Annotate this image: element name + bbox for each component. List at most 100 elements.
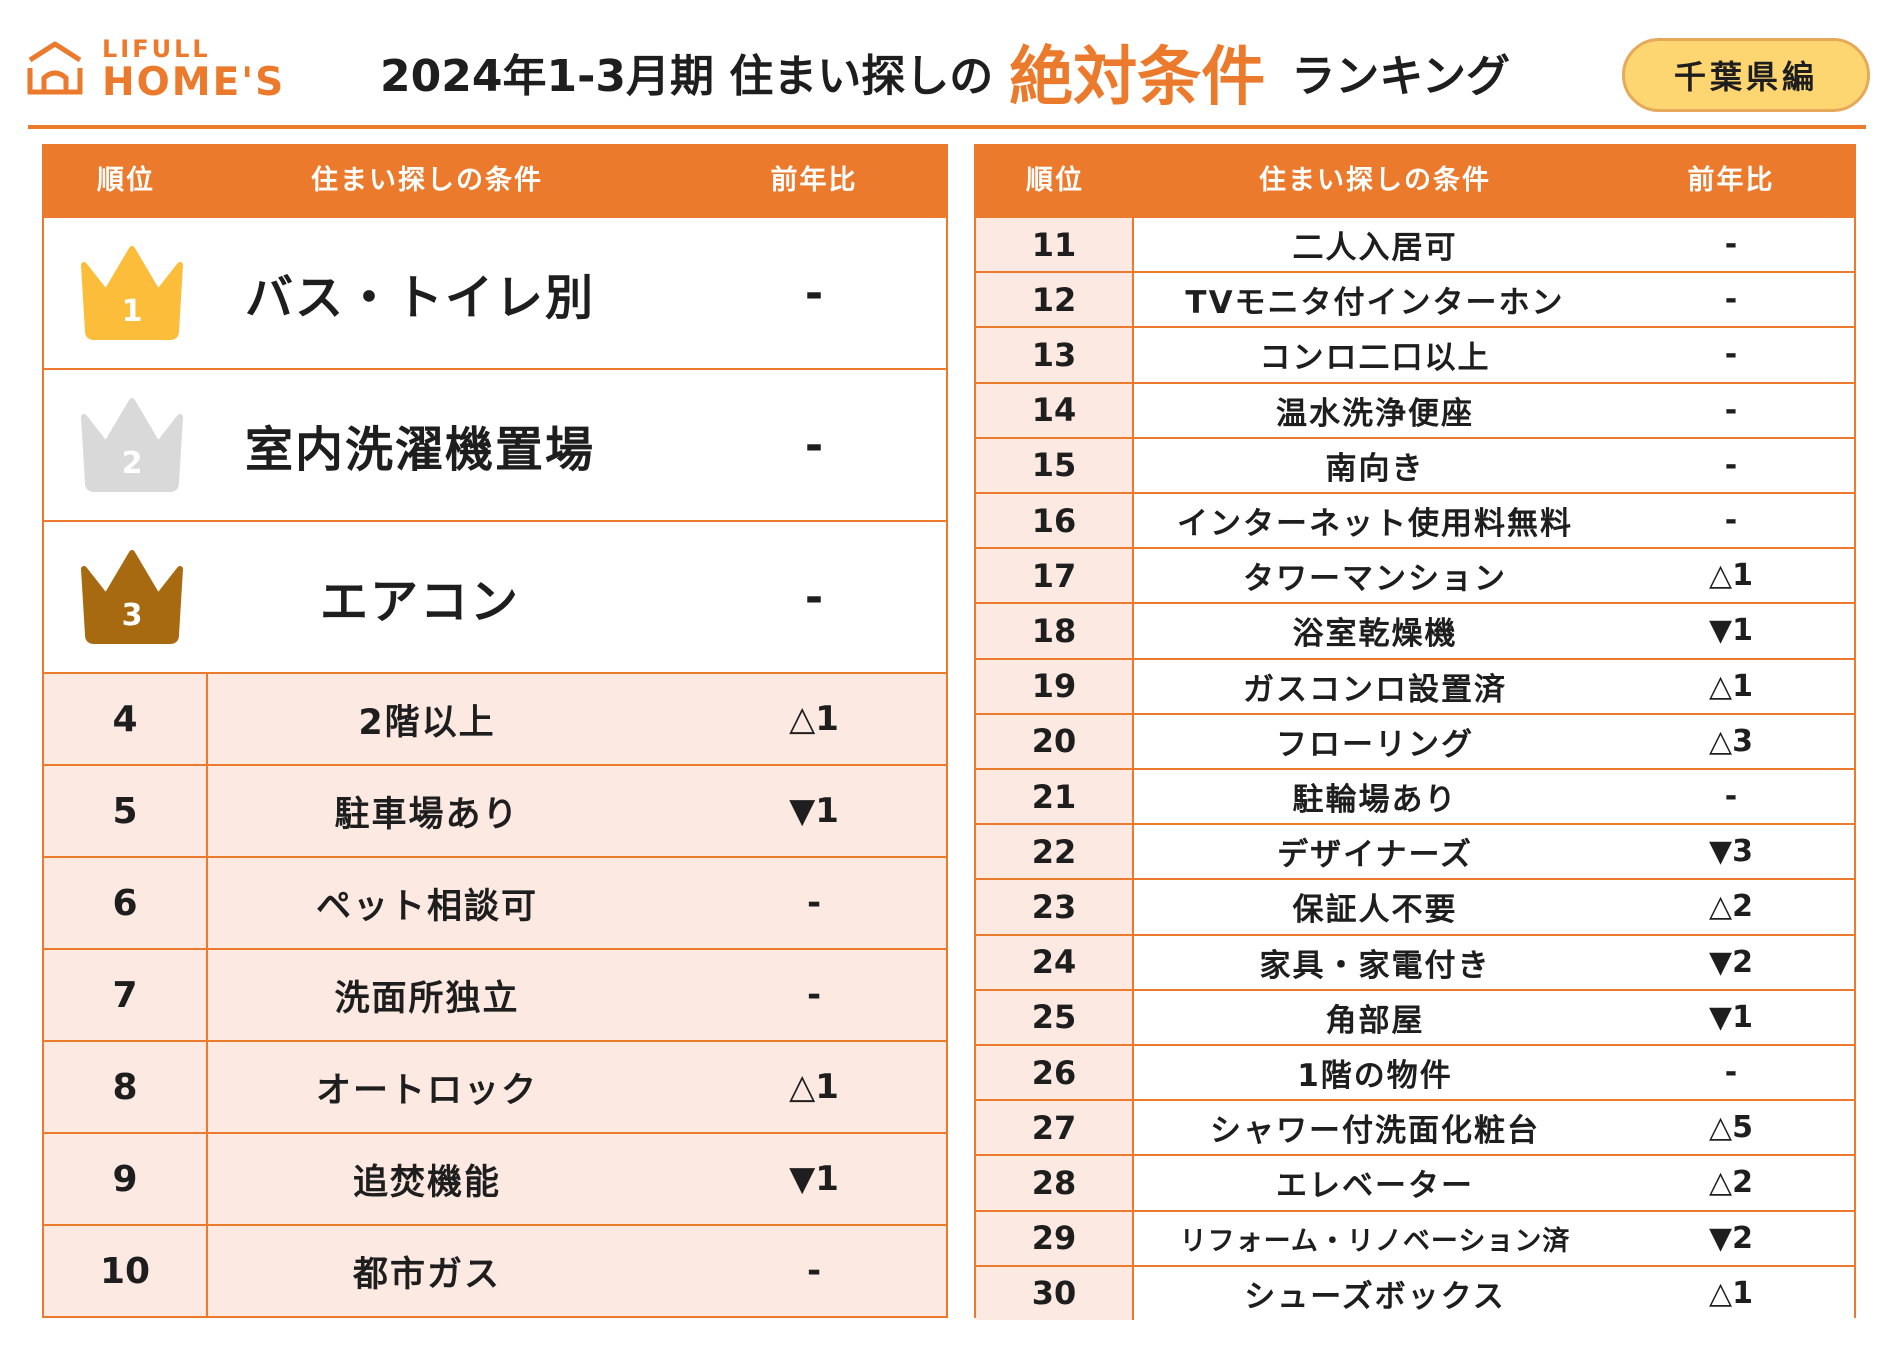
condition-text: 二人入居可 [1292, 230, 1458, 267]
house-icon [27, 41, 83, 95]
header-divider [28, 125, 1866, 129]
condition-text: 2階以上 [358, 702, 496, 743]
table-row: 4 2階以上 △1 [44, 672, 946, 764]
rank-number: 4 [44, 674, 208, 764]
region-badge: 千葉県編 [1622, 38, 1870, 112]
yoy-text: - [806, 975, 822, 1015]
rank-number: 12 [976, 273, 1134, 327]
rank-number: 28 [976, 1156, 1134, 1210]
table-row: 15 南向き - [976, 436, 1854, 492]
crown-gold-icon: 1 [62, 218, 202, 368]
table-row: 28 エレベーター △2 [976, 1154, 1854, 1210]
rank-number: 24 [976, 935, 1134, 989]
condition-text: オートロック [315, 1070, 538, 1111]
condition-text: タワーマンション [1243, 561, 1507, 598]
table-row: 7 洗面所独立 - [44, 948, 946, 1040]
condition-text: リフォーム・リノベーション済 [1179, 1225, 1571, 1257]
table-header: 順位 住まい探しの条件 前年比 [976, 146, 1854, 216]
crown-rank-label: 3 [122, 598, 143, 633]
yoy-text: - [804, 267, 824, 319]
rank-number: 18 [976, 604, 1134, 658]
header-rank: 順位 [1026, 165, 1084, 196]
table-row: 27 シャワー付洗面化粧台 △5 [976, 1099, 1854, 1155]
condition-text: 家具・家電付き [1259, 947, 1491, 984]
table-row: 18 浴室乾燥機 ▼1 [976, 602, 1854, 658]
condition-text: 都市ガス [352, 1254, 501, 1295]
rank-number: 21 [976, 770, 1134, 824]
yoy-text: ▼3 [1709, 834, 1753, 870]
yoy-text: ▼1 [789, 1159, 839, 1199]
yoy-text: △1 [789, 699, 839, 739]
header-condition: 住まい探しの条件 [311, 165, 543, 196]
condition-text: 温水洗浄便座 [1276, 395, 1474, 432]
condition-text: 保証人不要 [1292, 892, 1458, 929]
rank-number: 5 [44, 766, 208, 856]
condition-text: 洗面所独立 [334, 978, 520, 1019]
table-row: 8 オートロック △1 [44, 1040, 946, 1132]
yoy-text: ▼1 [1709, 999, 1753, 1035]
yoy-text: - [1724, 1055, 1738, 1091]
condition-text: 1階の物件 [1297, 1058, 1453, 1095]
table-row: 16 インターネット使用料無料 - [976, 492, 1854, 548]
rank-number: 15 [976, 438, 1134, 492]
ranking-table-right: 順位 住まい探しの条件 前年比 11 二人入居可 - 12 TVモニタ付インター… [974, 144, 1856, 1320]
yoy-text: - [1724, 282, 1738, 318]
ranking-table-left: 順位 住まい探しの条件 前年比 1 バス・トイレ別 - 2 室内洗濯機置場 [42, 144, 948, 1318]
lifull-homes-logo: LIFULL HOME'S [26, 35, 286, 105]
yoy-text: - [806, 1251, 822, 1291]
yoy-text: △1 [1709, 558, 1753, 594]
yoy-text: ▼1 [789, 791, 839, 831]
rank-number: 9 [44, 1134, 208, 1224]
condition-text: 駐車場あり [334, 794, 520, 835]
table-row: 30 シューズボックス △1 [976, 1264, 1854, 1320]
logo-small-text: LIFULL [102, 35, 211, 63]
yoy-text: - [806, 883, 822, 923]
condition-text: TVモニタ付インターホン [1185, 285, 1565, 322]
condition-text: インターネット使用料無料 [1177, 506, 1573, 543]
rank-number: 26 [976, 1046, 1134, 1100]
rank-number: 17 [976, 549, 1134, 603]
yoy-text: - [1724, 337, 1738, 373]
crown-rank-label: 2 [122, 446, 143, 481]
table-row: 6 ペット相談可 - [44, 856, 946, 948]
yoy-text: △3 [1709, 723, 1753, 759]
table-row: 12 TVモニタ付インターホン - [976, 271, 1854, 327]
rank-number: 25 [976, 990, 1134, 1044]
rank-number: 29 [976, 1211, 1134, 1265]
yoy-text: - [1724, 503, 1738, 539]
yoy-text: △5 [1709, 1110, 1753, 1146]
rank-number: 20 [976, 714, 1134, 768]
crown-rank-label: 1 [122, 294, 143, 329]
yoy-text: △1 [1709, 1275, 1753, 1311]
condition-text: 室内洗濯機置場 [244, 422, 595, 478]
title-highlight: 絶対条件 [1009, 41, 1266, 115]
table-row: 17 タワーマンション △1 [976, 547, 1854, 603]
table-row: 13 コンロ二口以上 - [976, 326, 1854, 382]
condition-text: コンロ二口以上 [1259, 340, 1491, 377]
crown-silver-icon: 2 [62, 370, 202, 520]
condition-text: 駐輪場あり [1292, 782, 1458, 819]
rank-number: 11 [976, 218, 1134, 272]
table-header: 順位 住まい探しの条件 前年比 [44, 146, 946, 216]
title-prefix: 2024年1-3月期 住まい探しの [380, 51, 994, 102]
title-suffix: ランキング [1291, 51, 1510, 102]
crown-bronze-icon: 3 [62, 522, 202, 672]
condition-text: 南向き [1325, 450, 1425, 487]
yoy-text: △1 [1709, 668, 1753, 704]
rank-number: 16 [976, 494, 1134, 548]
yoy-text: - [1724, 392, 1738, 428]
table-row: 11 二人入居可 - [976, 216, 1854, 272]
yoy-text: - [1724, 447, 1738, 483]
yoy-text: - [1724, 779, 1738, 815]
table-row: 10 都市ガス - [44, 1224, 946, 1316]
rank-number: 27 [976, 1101, 1134, 1155]
yoy-text: ▼2 [1709, 1220, 1753, 1256]
yoy-text: ▼1 [1709, 613, 1753, 649]
condition-text: フローリング [1276, 726, 1474, 763]
yoy-text: - [1724, 227, 1738, 263]
table-row: 19 ガスコンロ設置済 △1 [976, 657, 1854, 713]
table-row-rank-1: 1 バス・トイレ別 - [44, 216, 946, 368]
condition-text: エアコン [319, 574, 520, 630]
logo-big-text: HOME'S [102, 60, 286, 105]
